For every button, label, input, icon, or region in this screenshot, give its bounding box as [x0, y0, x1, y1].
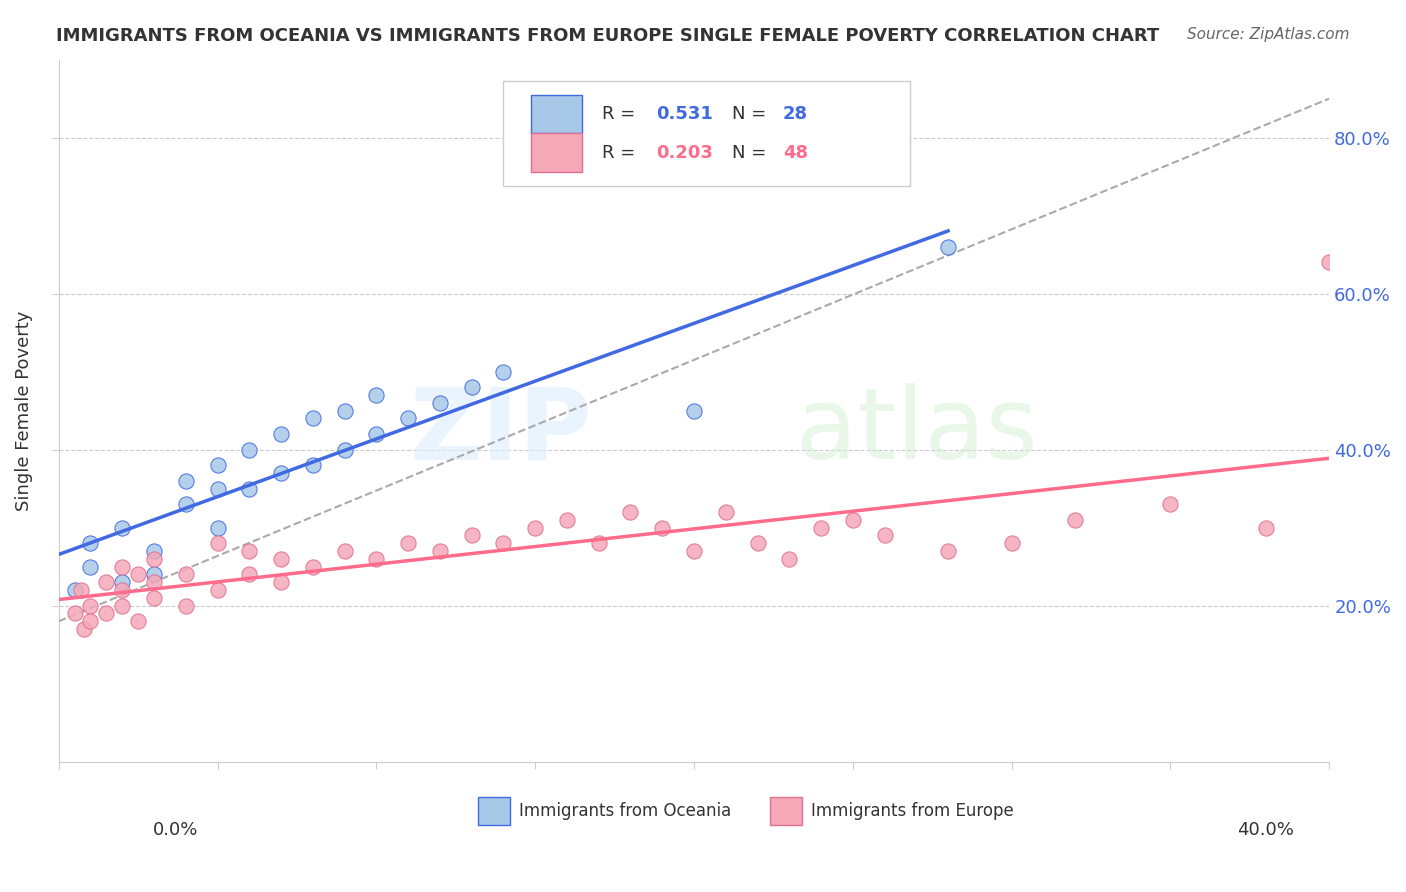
Point: [588, 536, 610, 550]
Point: [366, 427, 388, 442]
Point: [842, 513, 865, 527]
Point: [651, 521, 673, 535]
Point: [555, 513, 578, 527]
Point: [429, 544, 451, 558]
Point: [174, 497, 197, 511]
Point: [301, 559, 323, 574]
Point: [79, 536, 101, 550]
Text: Immigrants from Europe: Immigrants from Europe: [811, 802, 1014, 820]
Text: 0.531: 0.531: [655, 105, 713, 123]
Point: [111, 599, 134, 613]
Point: [70, 582, 93, 597]
Text: N =: N =: [733, 105, 772, 123]
Point: [270, 427, 292, 442]
Point: [1064, 513, 1087, 527]
Text: Immigrants from Oceania: Immigrants from Oceania: [519, 802, 731, 820]
Point: [810, 521, 832, 535]
Point: [79, 559, 101, 574]
Point: [1317, 255, 1340, 269]
Point: [174, 567, 197, 582]
Point: [492, 536, 515, 550]
Point: [143, 591, 166, 605]
Text: atlas: atlas: [796, 384, 1038, 480]
Bar: [770, 797, 801, 825]
Point: [301, 458, 323, 473]
Text: 0.203: 0.203: [655, 144, 713, 162]
Point: [207, 458, 229, 473]
Point: [238, 442, 260, 457]
Point: [143, 575, 166, 590]
Point: [366, 388, 388, 402]
Point: [460, 380, 482, 394]
Point: [301, 411, 323, 425]
Point: [111, 521, 134, 535]
Point: [429, 396, 451, 410]
Point: [366, 552, 388, 566]
Point: [96, 607, 118, 621]
Point: [683, 544, 706, 558]
Text: IMMIGRANTS FROM OCEANIA VS IMMIGRANTS FROM EUROPE SINGLE FEMALE POVERTY CORRELAT: IMMIGRANTS FROM OCEANIA VS IMMIGRANTS FR…: [56, 27, 1160, 45]
Point: [333, 544, 356, 558]
Point: [936, 544, 959, 558]
Point: [79, 599, 101, 613]
Text: 28: 28: [783, 105, 808, 123]
Point: [333, 403, 356, 417]
Point: [63, 582, 86, 597]
Text: 40.0%: 40.0%: [1237, 821, 1294, 838]
Point: [524, 521, 547, 535]
Point: [873, 528, 896, 542]
Point: [333, 442, 356, 457]
Point: [238, 482, 260, 496]
Point: [1001, 536, 1024, 550]
Point: [96, 575, 118, 590]
Point: [396, 536, 419, 550]
Point: [127, 614, 149, 628]
Point: [1254, 521, 1277, 535]
Text: R =: R =: [603, 105, 641, 123]
Text: R =: R =: [603, 144, 641, 162]
Point: [127, 567, 149, 582]
Point: [111, 559, 134, 574]
Point: [174, 474, 197, 488]
Point: [492, 365, 515, 379]
Point: [270, 575, 292, 590]
Point: [207, 521, 229, 535]
Point: [207, 536, 229, 550]
Point: [936, 240, 959, 254]
Point: [63, 607, 86, 621]
Bar: [531, 95, 582, 133]
Text: N =: N =: [733, 144, 772, 162]
Point: [238, 544, 260, 558]
Point: [270, 466, 292, 480]
FancyBboxPatch shape: [503, 80, 910, 186]
Point: [238, 567, 260, 582]
Bar: [478, 797, 510, 825]
Point: [207, 482, 229, 496]
Point: [747, 536, 769, 550]
Y-axis label: Single Female Poverty: Single Female Poverty: [15, 310, 32, 511]
Point: [460, 528, 482, 542]
Point: [143, 544, 166, 558]
Point: [270, 552, 292, 566]
Point: [207, 582, 229, 597]
Point: [73, 622, 96, 636]
Point: [714, 505, 737, 519]
Bar: [531, 133, 582, 172]
Point: [683, 403, 706, 417]
Point: [778, 552, 800, 566]
Point: [111, 575, 134, 590]
Point: [143, 567, 166, 582]
Point: [174, 599, 197, 613]
Text: 48: 48: [783, 144, 808, 162]
Point: [396, 411, 419, 425]
Text: ZIP: ZIP: [409, 384, 592, 480]
Point: [1159, 497, 1181, 511]
Text: 0.0%: 0.0%: [153, 821, 198, 838]
Point: [619, 505, 641, 519]
Point: [79, 614, 101, 628]
Point: [143, 552, 166, 566]
Point: [111, 582, 134, 597]
Text: Source: ZipAtlas.com: Source: ZipAtlas.com: [1187, 27, 1350, 42]
